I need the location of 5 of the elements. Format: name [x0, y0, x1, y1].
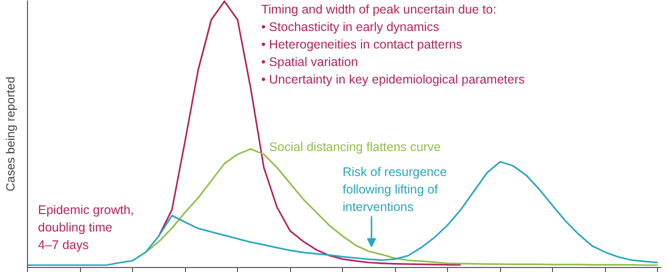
annotation: Epidemic growth, doubling time 4–7 days [38, 203, 134, 252]
annotation: Risk of resurgence following lifting of interventions [342, 164, 447, 214]
annotation: Social distancing flattens curve [269, 140, 441, 154]
y-axis-title: Cases being reported [4, 76, 18, 192]
annotation: Timing and width of peak uncertain due to: • Stochasticity in early dynamics • Heterogeneities in contact patterns • Spatial variation • Uncertainty in key epidemiological parameters [261, 2, 525, 87]
